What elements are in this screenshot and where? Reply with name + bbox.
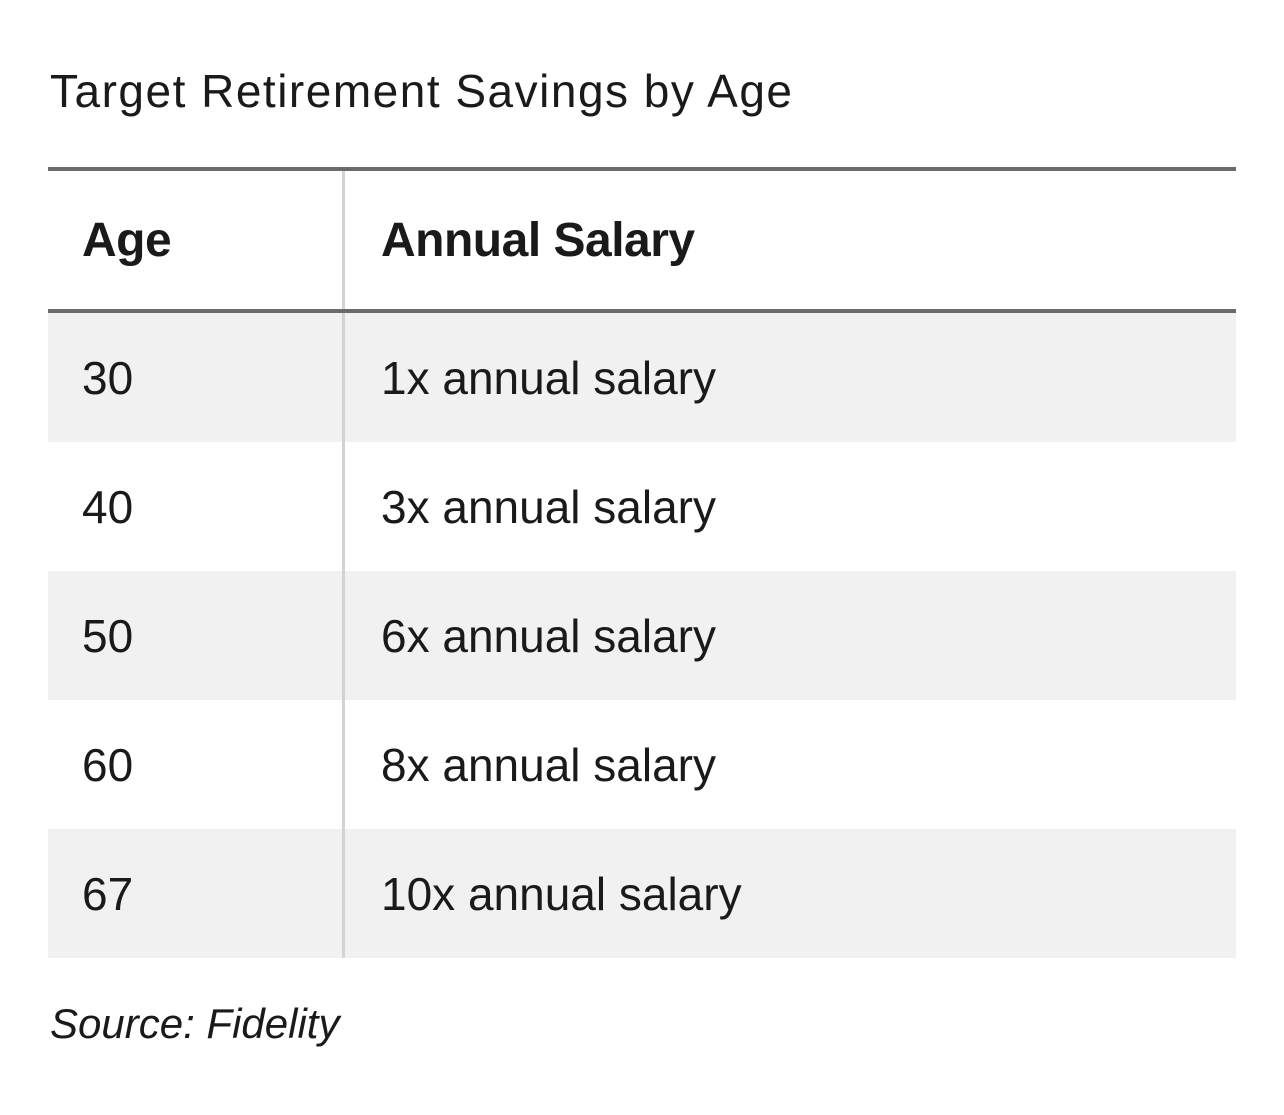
column-divider [342,829,345,958]
savings-table: Age Annual Salary 30 1x annual salary 40… [48,167,1236,958]
cell-annual-salary: 8x annual salary [381,738,716,791]
cell-age: 60 [82,738,134,791]
table-row: 30 1x annual salary [48,313,1236,442]
column-divider [342,313,345,442]
table-row: 60 8x annual salary [48,700,1236,829]
cell-age: 50 [82,609,134,662]
cell-annual-salary: 6x annual salary [381,609,716,662]
cell-age: 30 [82,351,134,404]
source-note: Source: Fidelity [50,1000,340,1047]
table-row: 40 3x annual salary [48,442,1236,571]
table-row: 67 10x annual salary [48,829,1236,958]
table-row: 50 6x annual salary [48,571,1236,700]
cell-age: 40 [82,480,134,533]
header-age: Age [82,213,172,267]
cell-annual-salary: 1x annual salary [381,351,716,404]
header-annual-salary: Annual Salary [381,213,695,267]
table-title: Target Retirement Savings by Age [50,65,794,117]
cell-age: 67 [82,867,134,920]
column-divider [342,571,345,700]
column-divider [342,442,345,571]
table-header-row: Age Annual Salary [48,171,1236,313]
cell-annual-salary: 3x annual salary [381,480,716,533]
cell-annual-salary: 10x annual salary [381,867,742,920]
column-divider [342,700,345,829]
column-divider [342,171,345,309]
